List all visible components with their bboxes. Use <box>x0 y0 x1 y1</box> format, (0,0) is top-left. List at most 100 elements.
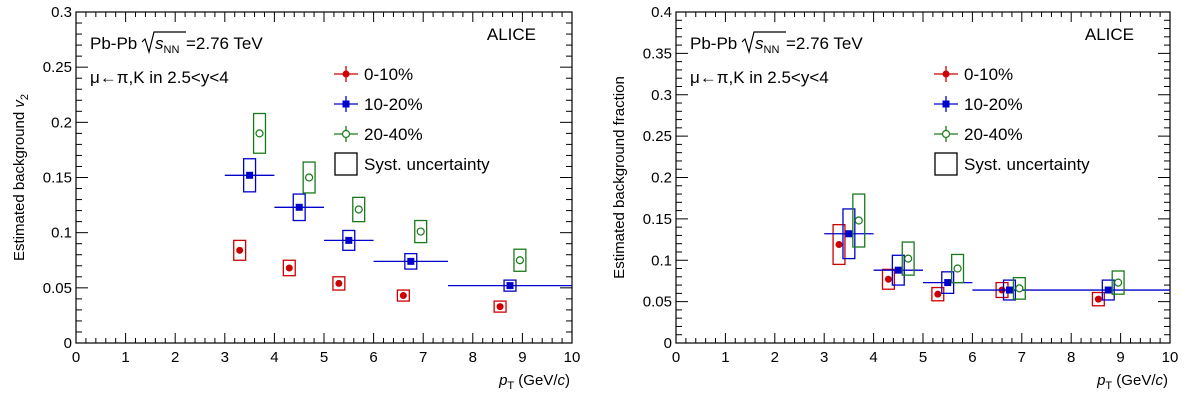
syst-box <box>282 259 296 277</box>
data-point <box>407 257 415 265</box>
data-point <box>416 227 425 236</box>
legend-label: 0-10% <box>364 65 413 84</box>
data-point <box>515 256 525 265</box>
plot-frame <box>675 11 1171 344</box>
x-tick-label: 9 <box>1116 349 1124 366</box>
legend-marker <box>342 100 350 108</box>
data-point <box>399 292 407 300</box>
annotation-process: μ←π,K in 2.5<y<4 <box>690 68 829 87</box>
series-0-10% <box>832 224 1105 307</box>
series-20-40% <box>252 112 527 272</box>
data-point <box>854 216 863 225</box>
annotation-collaboration: ALICE <box>487 25 536 44</box>
series-10-20% <box>824 208 1170 301</box>
data-point <box>845 230 853 238</box>
data-point <box>1015 284 1024 293</box>
x-tick-label: 2 <box>771 349 779 366</box>
syst-box <box>901 241 915 276</box>
x-tick-label: 1 <box>721 349 729 366</box>
legend-syst-label: Syst. uncertainty <box>964 155 1090 174</box>
legend-marker <box>942 70 950 78</box>
x-axis-title: pT (GeV/c) <box>1096 372 1168 392</box>
y-tick-label: 0.3 <box>51 4 72 21</box>
right-panel: 0 1 2 3 4 5 6 7 8 9 10 0 0.05 0.1 0.15 0.2 0.25 0.3 0.35 0.… <box>611 4 1178 392</box>
y-tick-label: 0 <box>64 335 72 352</box>
plot-frame <box>75 11 573 344</box>
legend-label: 10-20% <box>964 95 1023 114</box>
syst-box <box>493 300 507 313</box>
legend-syst-box <box>334 152 358 176</box>
x-tick-label: 0 <box>672 349 680 366</box>
data-point <box>236 246 244 254</box>
series-20-40% <box>852 193 1125 300</box>
sqrt-symbol <box>741 31 786 55</box>
syst-box <box>352 196 366 223</box>
y-tick-label: 0.05 <box>43 280 72 297</box>
x-axis-title: pT (GeV/c) <box>498 372 570 392</box>
x-tick-label: 8 <box>1067 349 1075 366</box>
data-point <box>894 266 902 274</box>
x-tick-label: 3 <box>820 349 828 366</box>
data-point <box>953 264 962 273</box>
x-tick-label: 4 <box>869 349 877 366</box>
y-tick-label: 0.1 <box>651 252 672 269</box>
syst-box <box>332 276 346 291</box>
y-tick-label: 0.2 <box>651 170 672 187</box>
data-point <box>944 279 952 287</box>
x-tick-label: 4 <box>270 349 278 366</box>
syst-box <box>396 289 410 302</box>
sqrt-symbol <box>141 31 186 55</box>
data-point <box>295 203 303 211</box>
data-point <box>345 236 353 244</box>
y-tick-label: 0.35 <box>643 45 672 62</box>
legend-marker <box>341 129 351 139</box>
x-tick-label: 7 <box>1018 349 1026 366</box>
data-point <box>835 241 843 249</box>
data-point <box>1094 295 1102 303</box>
y-tick-label: 0.25 <box>643 128 672 145</box>
legend-marker <box>941 129 951 139</box>
annotation-energy: =2.76 TeV <box>786 34 863 53</box>
y-tick-label: 0 <box>664 335 672 352</box>
data-point <box>354 205 363 214</box>
data-point <box>255 129 264 138</box>
syst-box <box>414 219 428 244</box>
y-tick-label: 0.1 <box>51 225 72 242</box>
syst-box <box>1111 270 1125 295</box>
syst-box <box>233 239 247 261</box>
syst-box <box>931 286 945 302</box>
legend-syst-box <box>934 152 958 176</box>
data-point <box>285 264 293 272</box>
data-point <box>506 282 514 290</box>
y-tick-label: 0.05 <box>643 294 672 311</box>
x-tick-label: 5 <box>919 349 927 366</box>
syst-box <box>252 112 267 154</box>
data-point <box>496 303 504 311</box>
annotation-process: μ←π,K in 2.5<y<4 <box>90 68 229 87</box>
x-tick-label: 6 <box>369 349 377 366</box>
data-point <box>1005 286 1013 294</box>
x-tick-label: 10 <box>564 349 581 366</box>
syst-box <box>832 224 846 266</box>
x-tick-label: 8 <box>469 349 477 366</box>
y-tick-label: 0.15 <box>643 211 672 228</box>
x-tick-label: 3 <box>221 349 229 366</box>
y-tick-label: 0.15 <box>43 170 72 187</box>
y-tick-label: 0.2 <box>51 114 72 131</box>
data-point <box>335 279 343 287</box>
syst-box <box>1012 276 1026 300</box>
x-tick-label: 10 <box>1162 349 1179 366</box>
annotation-energy: =2.76 TeV <box>186 34 263 53</box>
left-panel: 0 1 2 3 4 5 6 7 8 9 10 0 0.05 0.1 0.15 0.2 0.25 0.3 Estima… <box>11 4 580 392</box>
syst-box <box>302 161 316 194</box>
legend-syst-label: Syst. uncertainty <box>364 155 490 174</box>
y-tick-label: 0.3 <box>651 87 672 104</box>
data-point <box>904 254 913 263</box>
annotation-collaboration: ALICE <box>1085 25 1134 44</box>
y-tick-label: 0.25 <box>43 59 72 76</box>
series-0-10% <box>233 239 507 313</box>
y-axis-title: Estimated background fraction <box>611 76 628 279</box>
x-tick-label: 5 <box>320 349 328 366</box>
